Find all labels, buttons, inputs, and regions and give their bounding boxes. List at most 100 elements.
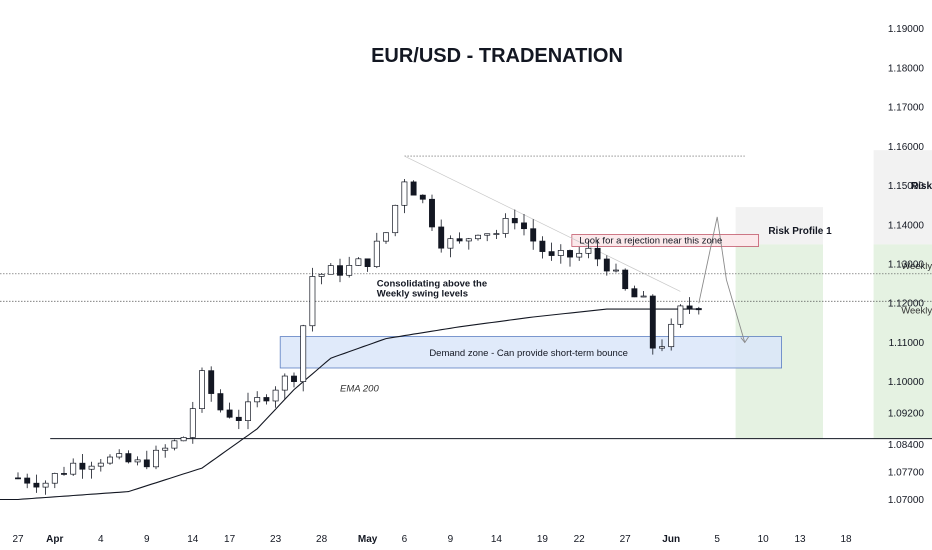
risk-profile-2-label: Risk Profile 2	[911, 181, 932, 192]
candle-body	[171, 440, 178, 449]
candle-body	[383, 232, 389, 242]
x-tick-label: 14	[187, 534, 199, 545]
candle-body	[346, 265, 353, 276]
candle-body	[594, 247, 601, 260]
candle-body	[15, 477, 21, 480]
candle-body	[456, 238, 463, 242]
descending-trendline	[404, 155, 681, 292]
risk-profile-1-label: Risk Profile 1	[768, 226, 832, 237]
candles-layer	[15, 178, 702, 495]
candle-body	[603, 258, 610, 272]
candle-body	[327, 265, 334, 275]
candle-body	[622, 269, 629, 290]
candle-body	[107, 456, 113, 464]
candle-body	[309, 276, 316, 327]
candle-body	[88, 465, 95, 470]
candle-body	[668, 323, 675, 348]
candle-body	[364, 258, 371, 267]
candle-body	[649, 295, 656, 349]
candle-body	[465, 238, 472, 242]
candle-body	[189, 408, 196, 438]
candle-body	[429, 198, 435, 228]
y-tick-label: 1.16000	[888, 142, 925, 153]
candle-body	[419, 194, 426, 200]
candle-body	[613, 269, 619, 272]
weekly-swing-label-lower: Weekly Swing level	[901, 305, 932, 316]
y-tick-label: 1.07000	[888, 495, 925, 506]
candle-body	[548, 251, 555, 256]
y-tick-label: 1.18000	[888, 63, 925, 74]
consolidation-note-line-2: Weekly swing levels	[377, 288, 468, 299]
candle-body	[373, 240, 380, 267]
axes-layer: 1.19000 1.18000 1.17000 1.16000 1.15000 1.140…	[12, 24, 924, 545]
candle-body	[51, 473, 58, 484]
y-tick-label: 1.09200	[888, 409, 925, 420]
candle-body	[263, 397, 270, 402]
weekly-swing-label-upper: Weekly Swing level	[901, 261, 932, 272]
candle-body	[475, 234, 481, 240]
candle-body	[447, 238, 454, 249]
candle-body	[79, 462, 86, 470]
candle-body	[567, 250, 573, 258]
y-tick-label: 1.11000	[889, 338, 925, 349]
projection-layer	[698, 216, 750, 344]
rejection-zone-box	[571, 234, 760, 247]
projection-arrowhead	[740, 336, 750, 344]
candle-body	[272, 389, 279, 402]
candle-body	[576, 252, 583, 258]
candle-body	[153, 449, 159, 468]
risk-profile-2-target-box	[873, 244, 932, 439]
candle-body	[162, 447, 169, 451]
x-tick-label: May	[358, 534, 378, 545]
candle-body	[355, 258, 362, 266]
candle-body	[24, 477, 31, 484]
y-tick-label: 1.19000	[888, 24, 925, 35]
y-tick-label: 1.13000	[888, 260, 925, 271]
candle-body	[208, 370, 215, 394]
x-tick-label: 6	[402, 534, 408, 545]
x-tick-label: Jun	[662, 534, 680, 545]
candle-body	[557, 250, 564, 256]
candle-body	[392, 204, 399, 234]
x-tick-label: 4	[98, 534, 104, 545]
x-tick-label: 27	[620, 534, 632, 545]
chart-title: EUR/USD - TRADENATION	[371, 45, 623, 67]
x-tick-label: 19	[537, 534, 549, 545]
candle-body	[235, 416, 242, 422]
x-tick-label: 27	[12, 534, 24, 545]
x-tick-label: 22	[574, 534, 586, 545]
candle-body	[521, 222, 527, 230]
candle-body	[686, 305, 693, 309]
x-tick-label: 10	[758, 534, 770, 545]
candle-body	[695, 308, 702, 311]
zones-layer	[279, 150, 932, 439]
candle-body	[217, 393, 224, 411]
candle-body	[677, 305, 684, 325]
candle-body	[33, 482, 40, 488]
candle-body	[291, 375, 297, 382]
consolidation-note-line-1: Consolidating above the	[377, 278, 487, 289]
candle-body	[640, 295, 647, 298]
candle-body	[493, 233, 500, 235]
candle-body	[401, 181, 408, 206]
x-tick-label: 13	[794, 534, 806, 545]
candle-body	[254, 397, 261, 403]
candle-body	[659, 346, 665, 349]
candle-body	[180, 437, 187, 442]
candle-body	[438, 226, 445, 249]
y-tick-label: 1.15000	[888, 181, 925, 192]
labels-layer: Demand zone - Can provide short-term bou…	[340, 181, 932, 395]
y-tick-label: 1.10000	[888, 377, 925, 388]
x-tick-label: 17	[224, 534, 236, 545]
candle-body	[318, 273, 325, 277]
ema-layer	[0, 308, 699, 501]
x-tick-label: 28	[316, 534, 328, 545]
x-tick-label: 18	[840, 534, 852, 545]
rejection-zone-label: Look for a rejection near this zone	[579, 236, 722, 247]
candle-body	[61, 473, 67, 475]
candle-body	[585, 247, 592, 254]
y-tick-label: 1.07700	[888, 467, 925, 478]
candle-body	[134, 459, 141, 463]
